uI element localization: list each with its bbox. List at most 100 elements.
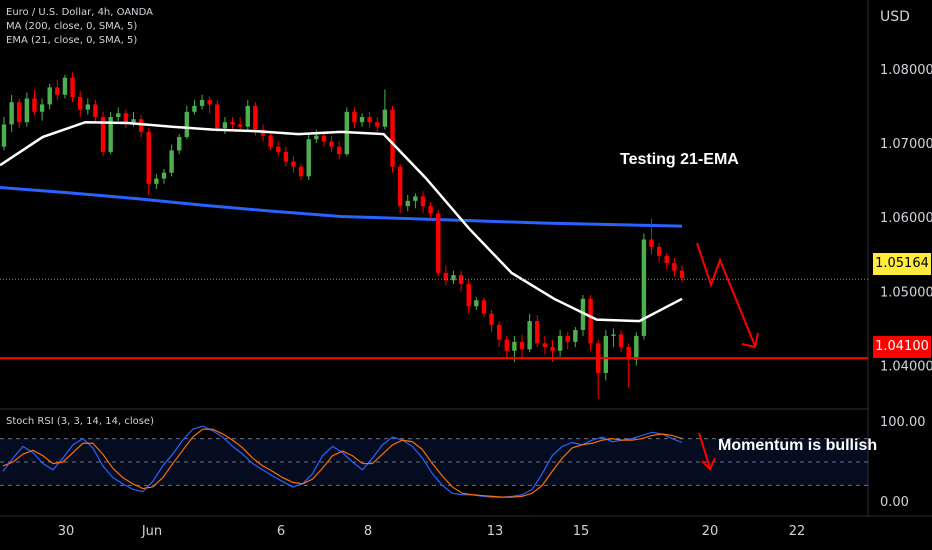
candle-body [276,146,281,152]
levels-layer [0,278,868,360]
candle-body [24,98,30,123]
candle-body [466,283,471,307]
x-tick-label: 8 [364,524,372,539]
x-tick-label: 6 [277,524,285,539]
candle-body [283,151,289,162]
time-axis: 30 Jun 6 8 13 15 20 22 [58,524,806,539]
candle-body [1,124,7,147]
candles-layer [1,72,685,399]
candle-body [306,139,311,177]
candle-body [397,166,403,207]
ma200-line [0,186,683,228]
candle-body [527,321,532,350]
candle-body [535,321,540,344]
candle-body [177,137,182,151]
candle-body [184,111,190,138]
ema21-layer [0,120,683,323]
stoch-d-line [2,428,683,498]
candle-body [93,104,98,118]
ema21-legend: EMA (21, close, 0, SMA, 5) [6,35,138,46]
momentum-annotation: Momentum is bullish [718,437,878,454]
x-tick-label: 15 [573,524,590,539]
y-tick-label: 1.06000 [880,211,932,226]
candle-body [618,334,624,348]
price-axis: USD 1.08000 1.07000 1.06000 1.05000 1.04000 [880,9,932,375]
projection-arrow [696,242,756,347]
candle-body [672,263,677,271]
candle-body [413,196,418,201]
candle-body [85,104,90,110]
candle-body [428,206,433,214]
currency-label: USD [880,9,910,25]
stoch-y-tick-label: 100.00 [880,415,926,430]
candle-body [626,347,631,360]
x-tick-label: Jun [141,524,162,539]
candle-body [268,135,273,147]
x-tick-label: 13 [487,524,504,539]
candle-body [77,96,83,110]
candle-body [116,113,121,118]
candle-body [496,324,502,340]
y-tick-label: 1.05000 [880,285,932,300]
candle-body [55,87,60,95]
candle-body [291,161,296,167]
candle-body [329,141,334,147]
candle-body [123,113,129,123]
candle-body [634,335,639,360]
candle-body [314,135,319,140]
candle-body [253,105,258,130]
candle-body [222,122,228,129]
candle-body [550,347,555,351]
projection-arrowhead [741,332,759,349]
candle-body [458,275,464,284]
testing-ema-annotation: Testing 21-EMA [620,151,739,168]
candle-body [420,196,426,207]
candle-body [245,105,250,127]
momentum-arrowhead [701,457,716,471]
arrows-layer [696,242,759,471]
candle-body [321,135,327,142]
candle-body [146,131,151,184]
x-tick-label: 22 [789,524,806,539]
candle-body [519,341,525,350]
candle-body [436,213,441,273]
candle-body [207,99,212,105]
candle-body [108,117,113,152]
candle-body [359,117,365,123]
candle-body [641,239,647,336]
candle-body [656,246,662,256]
candle-body [192,105,197,112]
y-tick-label: 1.07000 [880,137,932,152]
candle-body [367,117,372,123]
y-tick-label: 1.04000 [880,360,932,375]
candle-body [603,335,609,374]
x-tick-label: 20 [702,524,719,539]
candle-body [375,122,380,127]
candle-body [154,178,159,184]
stoch-y-tick-label: 0.00 [880,495,909,510]
candle-body [32,98,37,112]
stoch-legend: Stoch RSI (3, 3, 14, 14, close) [6,416,154,427]
candle-body [169,150,174,173]
y-tick-label: 1.08000 [880,63,932,78]
candle-body [39,104,45,112]
ma200-legend: MA (200, close, 0, SMA, 5) [6,21,138,32]
ema21-line [0,120,683,323]
candle-body [138,119,144,132]
candle-body [649,239,654,247]
candle-body [405,200,410,207]
candle-body [47,87,52,105]
symbol-legend: Euro / U.S. Dollar, 4h, OANDA [6,7,154,18]
candle-body [70,77,75,97]
candle-body [580,298,586,330]
candle-body [382,109,388,127]
support-price-label: 1.04100 [873,336,931,358]
candle-body [512,341,517,351]
candle-body [230,122,235,125]
candle-body [9,102,14,125]
candle-body [611,334,616,336]
candle-body [237,124,243,127]
candle-body [557,335,563,351]
candle-body [542,343,548,348]
